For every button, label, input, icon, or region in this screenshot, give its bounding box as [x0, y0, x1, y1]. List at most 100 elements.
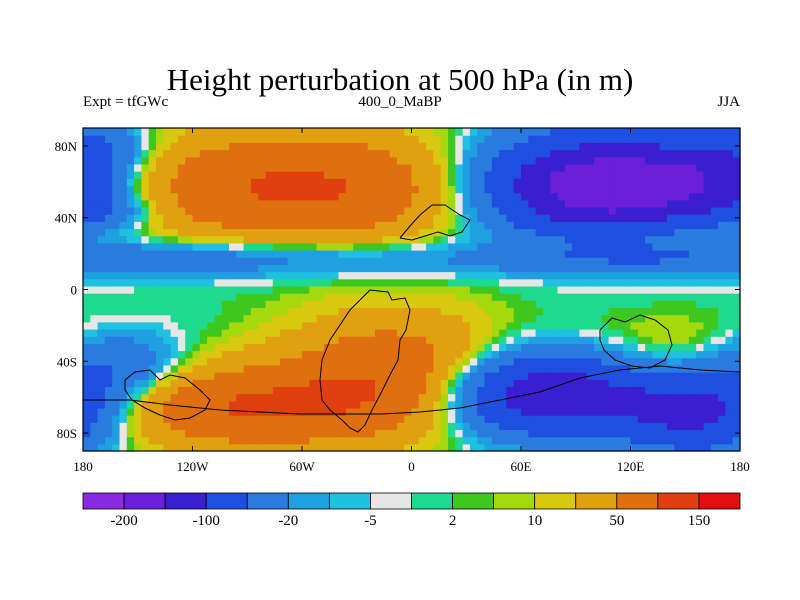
heatmap-cell	[229, 357, 237, 366]
heatmap-cell	[97, 285, 106, 294]
heatmap-cell	[440, 142, 449, 151]
heatmap-cell	[323, 379, 332, 387]
heatmap-cell	[630, 242, 639, 251]
heatmap-cell	[280, 436, 288, 445]
heatmap-cell	[83, 235, 91, 244]
heatmap-cell	[535, 372, 544, 380]
heatmap-cell	[637, 328, 646, 337]
heatmap-cell	[732, 242, 741, 251]
time-period-label: 400_0_MaBP	[358, 94, 442, 110]
heatmap-cell	[448, 128, 456, 136]
heatmap-cell	[615, 386, 624, 395]
heatmap-cell	[506, 135, 515, 143]
heatmap-cell	[360, 393, 369, 402]
heatmap-cell	[696, 328, 705, 337]
heatmap-cell	[90, 135, 99, 143]
heatmap-cell	[119, 156, 128, 165]
heatmap-cell	[345, 357, 354, 366]
heatmap-cell	[623, 278, 632, 287]
heatmap-cell	[97, 149, 106, 158]
heatmap-cell	[185, 321, 194, 330]
heatmap-cell	[521, 142, 529, 151]
heatmap-cell	[185, 185, 194, 194]
heatmap-cell	[652, 242, 661, 251]
heatmap-cell	[542, 135, 551, 143]
heatmap-cell	[645, 142, 653, 151]
heatmap-cell	[542, 379, 551, 387]
heatmap-cell	[542, 250, 551, 258]
heatmap-cell	[243, 379, 252, 387]
heatmap-cell	[732, 422, 741, 431]
heatmap-cell	[104, 135, 113, 143]
heatmap-cell	[623, 443, 632, 452]
heatmap-cell	[542, 336, 551, 344]
heatmap-cell	[309, 429, 318, 438]
heatmap-cell	[236, 214, 245, 222]
heatmap-cell	[199, 364, 208, 373]
heatmap-cell	[338, 142, 347, 151]
heatmap-cell	[608, 407, 617, 416]
heatmap-cell	[396, 293, 405, 301]
heatmap-cell	[615, 314, 624, 323]
heatmap-cell	[535, 393, 544, 402]
heatmap-cell	[207, 407, 215, 416]
heatmap-cell	[258, 264, 267, 273]
heatmap-cell	[688, 372, 697, 380]
heatmap-cell	[112, 206, 121, 215]
heatmap-cell	[623, 271, 632, 280]
heatmap-cell	[134, 364, 142, 373]
heatmap-cell	[557, 357, 566, 366]
heatmap-cell	[382, 142, 391, 151]
heatmap-cell	[404, 135, 413, 143]
heatmap-cell	[90, 278, 99, 287]
heatmap-cell	[309, 271, 318, 280]
heatmap-cell	[703, 278, 712, 287]
heatmap-cell	[90, 242, 99, 251]
heatmap-cell	[112, 393, 121, 402]
heatmap-cell	[331, 386, 340, 395]
heatmap-cell	[250, 436, 259, 445]
heatmap-cell	[418, 185, 427, 194]
heatmap-cell	[375, 285, 383, 294]
heatmap-cell	[90, 163, 99, 172]
heatmap-cell	[309, 228, 318, 237]
heatmap-cell	[688, 199, 697, 208]
heatmap-cell	[630, 443, 639, 452]
heatmap-cell	[491, 142, 500, 151]
heatmap-cell	[688, 185, 697, 194]
heatmap-cell	[608, 300, 617, 309]
heatmap-cell	[491, 314, 500, 323]
heatmap-cell	[396, 257, 405, 265]
heatmap-cell	[104, 242, 113, 251]
heatmap-cell	[192, 156, 201, 165]
heatmap-cell	[104, 192, 113, 201]
heatmap-cell	[477, 393, 486, 402]
heatmap-cell	[469, 128, 478, 136]
heatmap-cell	[90, 257, 99, 265]
heatmap-cell	[134, 221, 142, 230]
heatmap-cell	[207, 357, 215, 366]
heatmap-cell	[156, 336, 164, 344]
heatmap-cell	[696, 250, 705, 258]
heatmap-cell	[331, 235, 340, 244]
heatmap-cell	[586, 293, 595, 301]
heatmap-cell	[572, 135, 580, 143]
heatmap-cell	[83, 372, 91, 380]
heatmap-cell	[287, 228, 296, 237]
heatmap-cell	[141, 436, 150, 445]
heatmap-cell	[542, 257, 551, 265]
heatmap-cell	[134, 372, 142, 380]
heatmap-cell	[499, 149, 507, 158]
heatmap-cell	[484, 407, 493, 416]
heatmap-cell	[623, 350, 632, 359]
heatmap-cell	[156, 285, 164, 294]
heatmap-cell	[287, 321, 296, 330]
heatmap-cell	[309, 300, 318, 309]
heatmap-cell	[141, 364, 150, 373]
heatmap-cell	[564, 163, 573, 172]
heatmap-cell	[528, 314, 537, 323]
heatmap-cell	[659, 135, 668, 143]
heatmap-cell	[448, 278, 456, 287]
heatmap-cell	[353, 171, 361, 179]
heatmap-cell	[163, 436, 172, 445]
